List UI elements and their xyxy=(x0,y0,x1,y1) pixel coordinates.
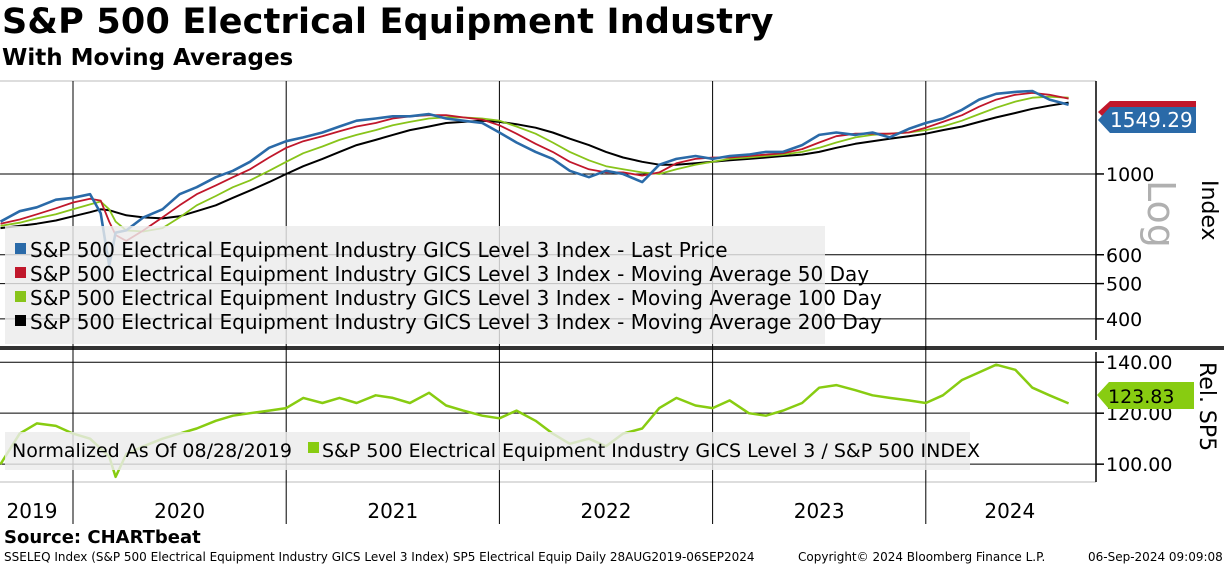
log-scale-label: Log xyxy=(1139,180,1183,248)
lower-tick-label: 100.00 xyxy=(1106,454,1172,476)
chart-title: S&P 500 Electrical Equipment Industry xyxy=(2,2,774,42)
source-note: Source: CHARTbeat xyxy=(4,527,201,548)
last-price-tag xyxy=(1098,107,1196,133)
legend-swatch-ma100 xyxy=(15,291,26,302)
upper-tick-label: 600 xyxy=(1106,245,1142,267)
legend-label-ma50: S&P 500 Electrical Equipment Industry GI… xyxy=(30,262,869,286)
lower-axis-label: Rel. SP5 xyxy=(1194,362,1219,451)
upper-tick-label: 500 xyxy=(1106,274,1142,296)
x-tick-label: 2024 xyxy=(984,499,1035,523)
footer-description: SSELEQ Index (S&P 500 Electrical Equipme… xyxy=(4,550,755,564)
upper-legend-box xyxy=(5,226,825,344)
upper-tick-label: 1000 xyxy=(1106,164,1154,186)
chart-subtitle: With Moving Averages xyxy=(2,45,294,71)
x-tick-label: 2020 xyxy=(154,499,205,523)
legend-label-ma200: S&P 500 Electrical Equipment Industry GI… xyxy=(30,310,882,334)
legend-swatch-relative xyxy=(308,442,319,453)
x-tick-label: 2021 xyxy=(367,499,418,523)
legend-label-ma100: S&P 500 Electrical Equipment Industry GI… xyxy=(30,286,882,310)
x-tick-label: 2023 xyxy=(794,499,845,523)
footer-timestamp: 06-Sep-2024 09:09:08 xyxy=(1088,550,1223,564)
legend-swatch-last-price xyxy=(15,243,26,254)
last-price-value: 1549.29 xyxy=(1110,108,1193,132)
x-tick-label: 2022 xyxy=(581,499,632,523)
relative-last-value: 123.83 xyxy=(1108,386,1174,408)
legend-swatch-ma200 xyxy=(15,315,26,326)
legend-label-last-price: S&P 500 Electrical Equipment Industry GI… xyxy=(30,238,728,262)
lower-tick-label: 140.00 xyxy=(1106,352,1172,374)
legend-swatch-ma50 xyxy=(15,267,26,278)
ma50-line xyxy=(0,92,1069,242)
upper-axis-label: Index xyxy=(1196,180,1221,241)
x-tick-label: 2019 xyxy=(7,499,58,523)
footer-copyright: Copyright© 2024 Bloomberg Finance L.P. xyxy=(798,550,1046,564)
upper-tick-label: 400 xyxy=(1106,309,1142,331)
lower-legend-box xyxy=(5,432,970,470)
relative-value-tag xyxy=(1097,382,1194,409)
ma200-line xyxy=(0,101,1069,230)
normalized-note: Normalized As Of 08/28/2019 xyxy=(12,440,292,462)
legend-label-relative: S&P 500 Electrical Equipment Industry GI… xyxy=(322,440,980,462)
last-price-line xyxy=(0,89,1069,268)
